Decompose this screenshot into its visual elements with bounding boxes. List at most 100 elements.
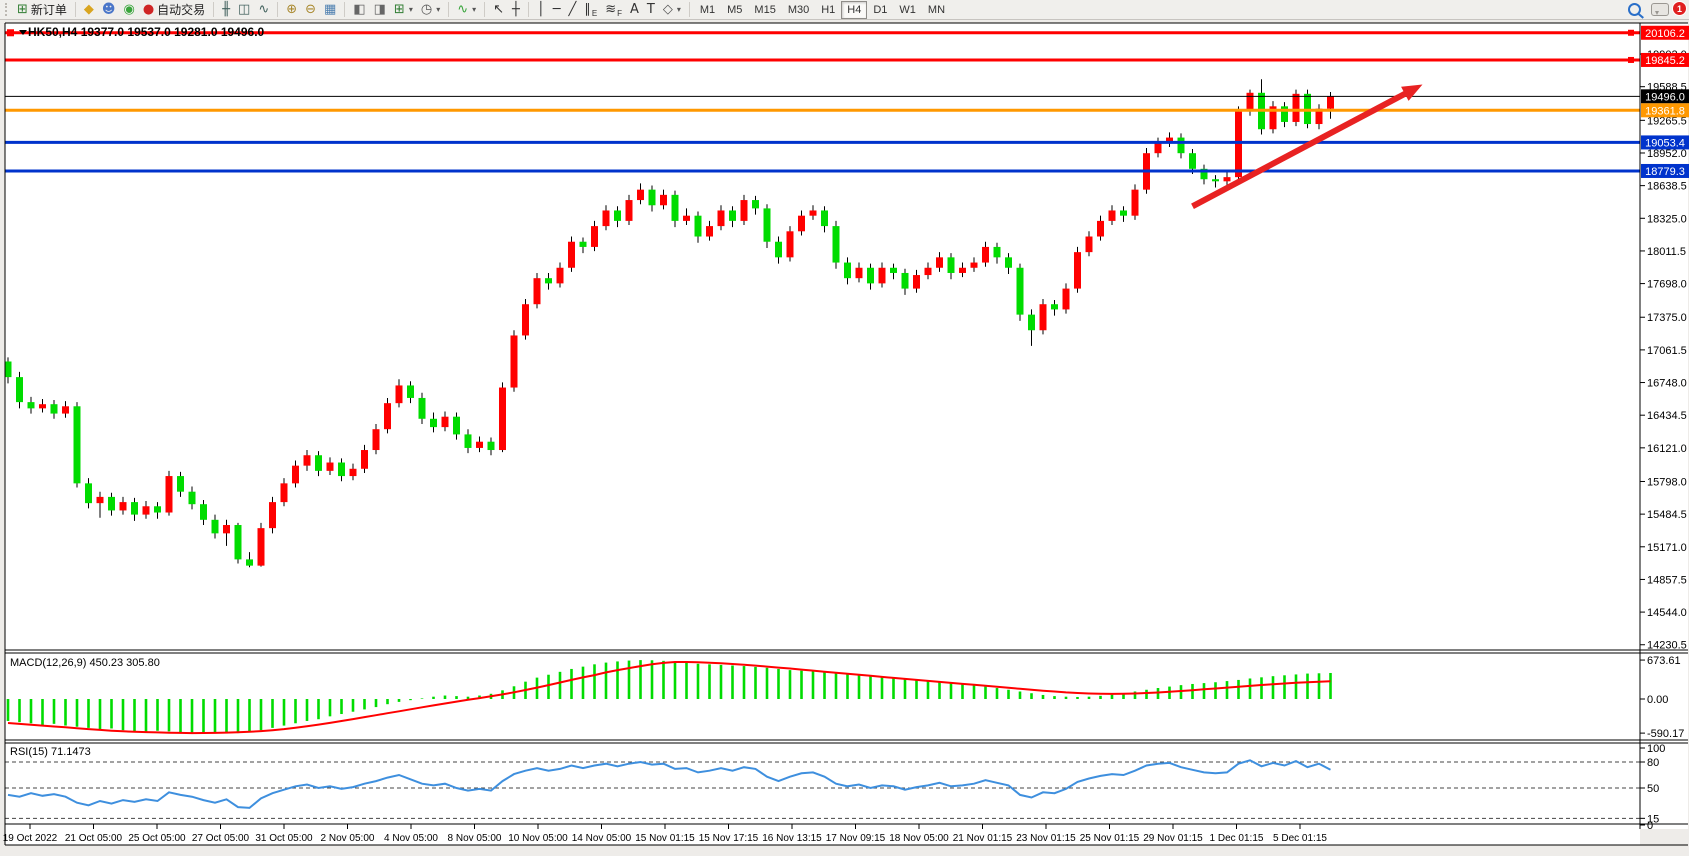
new-order-button-label: 新订单 <box>30 3 67 17</box>
chart-window-icon[interactable]: ◆ <box>80 0 98 19</box>
timeframe-h1-button[interactable]: H1 <box>821 3 836 16</box>
line-handle[interactable] <box>1628 29 1634 36</box>
date-tick-label: 14 Nov 05:00 <box>572 833 632 844</box>
arrange-charts-button[interactable]: ◧ <box>349 0 369 19</box>
arrows-button[interactable]: ◇ ▾ <box>659 0 685 19</box>
notification-badge[interactable]: 1 <box>1672 1 1687 16</box>
timeframe-mn-button[interactable]: MN <box>927 3 946 16</box>
add-indicator-icon: ⊞ <box>393 2 405 17</box>
arrows-icon: ◇ <box>662 2 673 17</box>
price-level-label: 18779.3 <box>1645 166 1685 178</box>
macd-indicator-label: MACD(12,26,9) 450.23 305.80 <box>10 657 160 669</box>
candle <box>418 397 426 419</box>
timeframe-w1-button[interactable]: W1 <box>899 3 916 16</box>
tile-windows-button[interactable]: ▦ <box>320 0 340 19</box>
text-button[interactable]: A <box>626 0 643 19</box>
candle <box>924 267 932 276</box>
price-level-label-box <box>1641 25 1689 40</box>
profile-icon[interactable]: ☻ <box>98 0 120 19</box>
price-tick-label: 15484.5 <box>1647 509 1687 521</box>
candle <box>1074 252 1081 289</box>
candle <box>694 215 702 237</box>
candle <box>1223 177 1231 182</box>
dropdown-arrow-icon[interactable]: ▾ <box>436 5 441 14</box>
price-tick-label: 19265.5 <box>1647 115 1687 127</box>
bars-chart-button[interactable]: ╫ <box>218 0 234 19</box>
signal-icon[interactable]: ◉ <box>119 0 138 19</box>
macd-tick-label: 0.00 <box>1647 694 1668 706</box>
cursor-button[interactable]: ↖ <box>489 0 508 19</box>
auto-trading-icon: ● <box>142 2 155 17</box>
zoom-in-icon: ⊕ <box>286 2 298 17</box>
vertical-line-button[interactable]: │ <box>533 0 549 19</box>
timeframe-d1-button[interactable]: D1 <box>873 3 888 16</box>
candle <box>499 387 506 451</box>
icon-sub-letter: E <box>591 9 598 18</box>
dropdown-arrow-icon[interactable]: ▾ <box>676 5 681 14</box>
timeframe-m30-button[interactable]: M30 <box>787 3 810 16</box>
candle <box>591 226 598 247</box>
candles-chart-button[interactable]: ◫ <box>234 0 254 19</box>
candle <box>1154 142 1162 154</box>
candle <box>878 267 886 284</box>
horizontal-line-icon: ─ <box>552 2 561 17</box>
candle <box>315 455 322 471</box>
text-label-button[interactable]: T <box>643 0 659 19</box>
candle <box>1005 257 1012 268</box>
candle <box>1131 189 1139 216</box>
horizontal-line-button[interactable]: ─ <box>549 0 565 19</box>
chart-template-button[interactable]: ∿ ▾ <box>453 0 480 19</box>
new-order-button[interactable]: ⊞ 新订单 <box>13 0 71 19</box>
candle <box>510 335 518 388</box>
candle <box>1051 304 1058 310</box>
period-clock-button[interactable]: ◷ ▾ <box>417 0 444 19</box>
candle <box>947 257 955 273</box>
timeframe-h4-button[interactable]: H4 <box>841 0 868 19</box>
candle <box>211 519 219 534</box>
auto-trading-button[interactable]: ● 自动交易 <box>139 0 209 19</box>
zoom-in-button[interactable]: ⊕ <box>282 0 301 19</box>
price-tick-label: 18325.0 <box>1647 213 1687 225</box>
trendline-button[interactable]: ╱ <box>565 0 581 19</box>
price-tick-label: 14857.5 <box>1647 574 1687 586</box>
candle <box>568 241 575 268</box>
line-chart-button[interactable]: ∿ <box>254 0 273 19</box>
candle <box>108 496 115 511</box>
candle <box>1166 137 1173 143</box>
toolbar-grip[interactable] <box>5 3 10 16</box>
candle <box>1292 93 1300 122</box>
line-handle[interactable] <box>1628 56 1634 63</box>
search-icon[interactable] <box>1628 3 1641 16</box>
dropdown-arrow-icon[interactable]: ▾ <box>472 5 477 14</box>
timeframe-m15-button[interactable]: M15 <box>754 3 776 16</box>
chart-dropdown-arrow-icon[interactable] <box>19 30 27 35</box>
equidistant-channel-button[interactable]: ∥ E <box>580 0 601 19</box>
dropdown-arrow-icon[interactable]: ▾ <box>408 5 413 14</box>
fibonacci-button[interactable]: ≋ F <box>601 0 626 19</box>
trend-arrow-head[interactable] <box>1401 84 1423 101</box>
crosshair-button[interactable]: ┼ <box>508 0 524 19</box>
trend-arrow[interactable] <box>1191 89 1410 209</box>
cascade-charts-button[interactable]: ◨ <box>370 0 390 19</box>
price-tick-label: 17375.0 <box>1647 312 1687 324</box>
zoom-out-button[interactable]: ⊖ <box>301 0 320 19</box>
price-tick-label: 17061.5 <box>1647 345 1687 357</box>
toolbar-separator <box>484 2 486 17</box>
candle <box>223 525 230 534</box>
candle <box>970 262 978 268</box>
date-tick-label: 2 Nov 05:00 <box>321 833 375 844</box>
timeframe-m1-button[interactable]: M1 <box>699 3 716 16</box>
notifications-icon[interactable] <box>1651 3 1669 16</box>
candles-chart-icon: ◫ <box>238 2 251 17</box>
timeframe-m5-button[interactable]: M5 <box>727 3 743 16</box>
toolbar-separator <box>74 2 76 17</box>
candle <box>533 278 541 305</box>
add-indicator-button[interactable]: ⊞ ▾ <box>390 0 417 19</box>
candle <box>395 385 403 404</box>
candle <box>269 502 276 529</box>
candle <box>73 406 81 484</box>
price-tick-label: 17698.0 <box>1647 279 1687 291</box>
line-left-handle[interactable] <box>7 29 14 37</box>
date-tick-label: 21 Nov 01:15 <box>953 833 1013 844</box>
